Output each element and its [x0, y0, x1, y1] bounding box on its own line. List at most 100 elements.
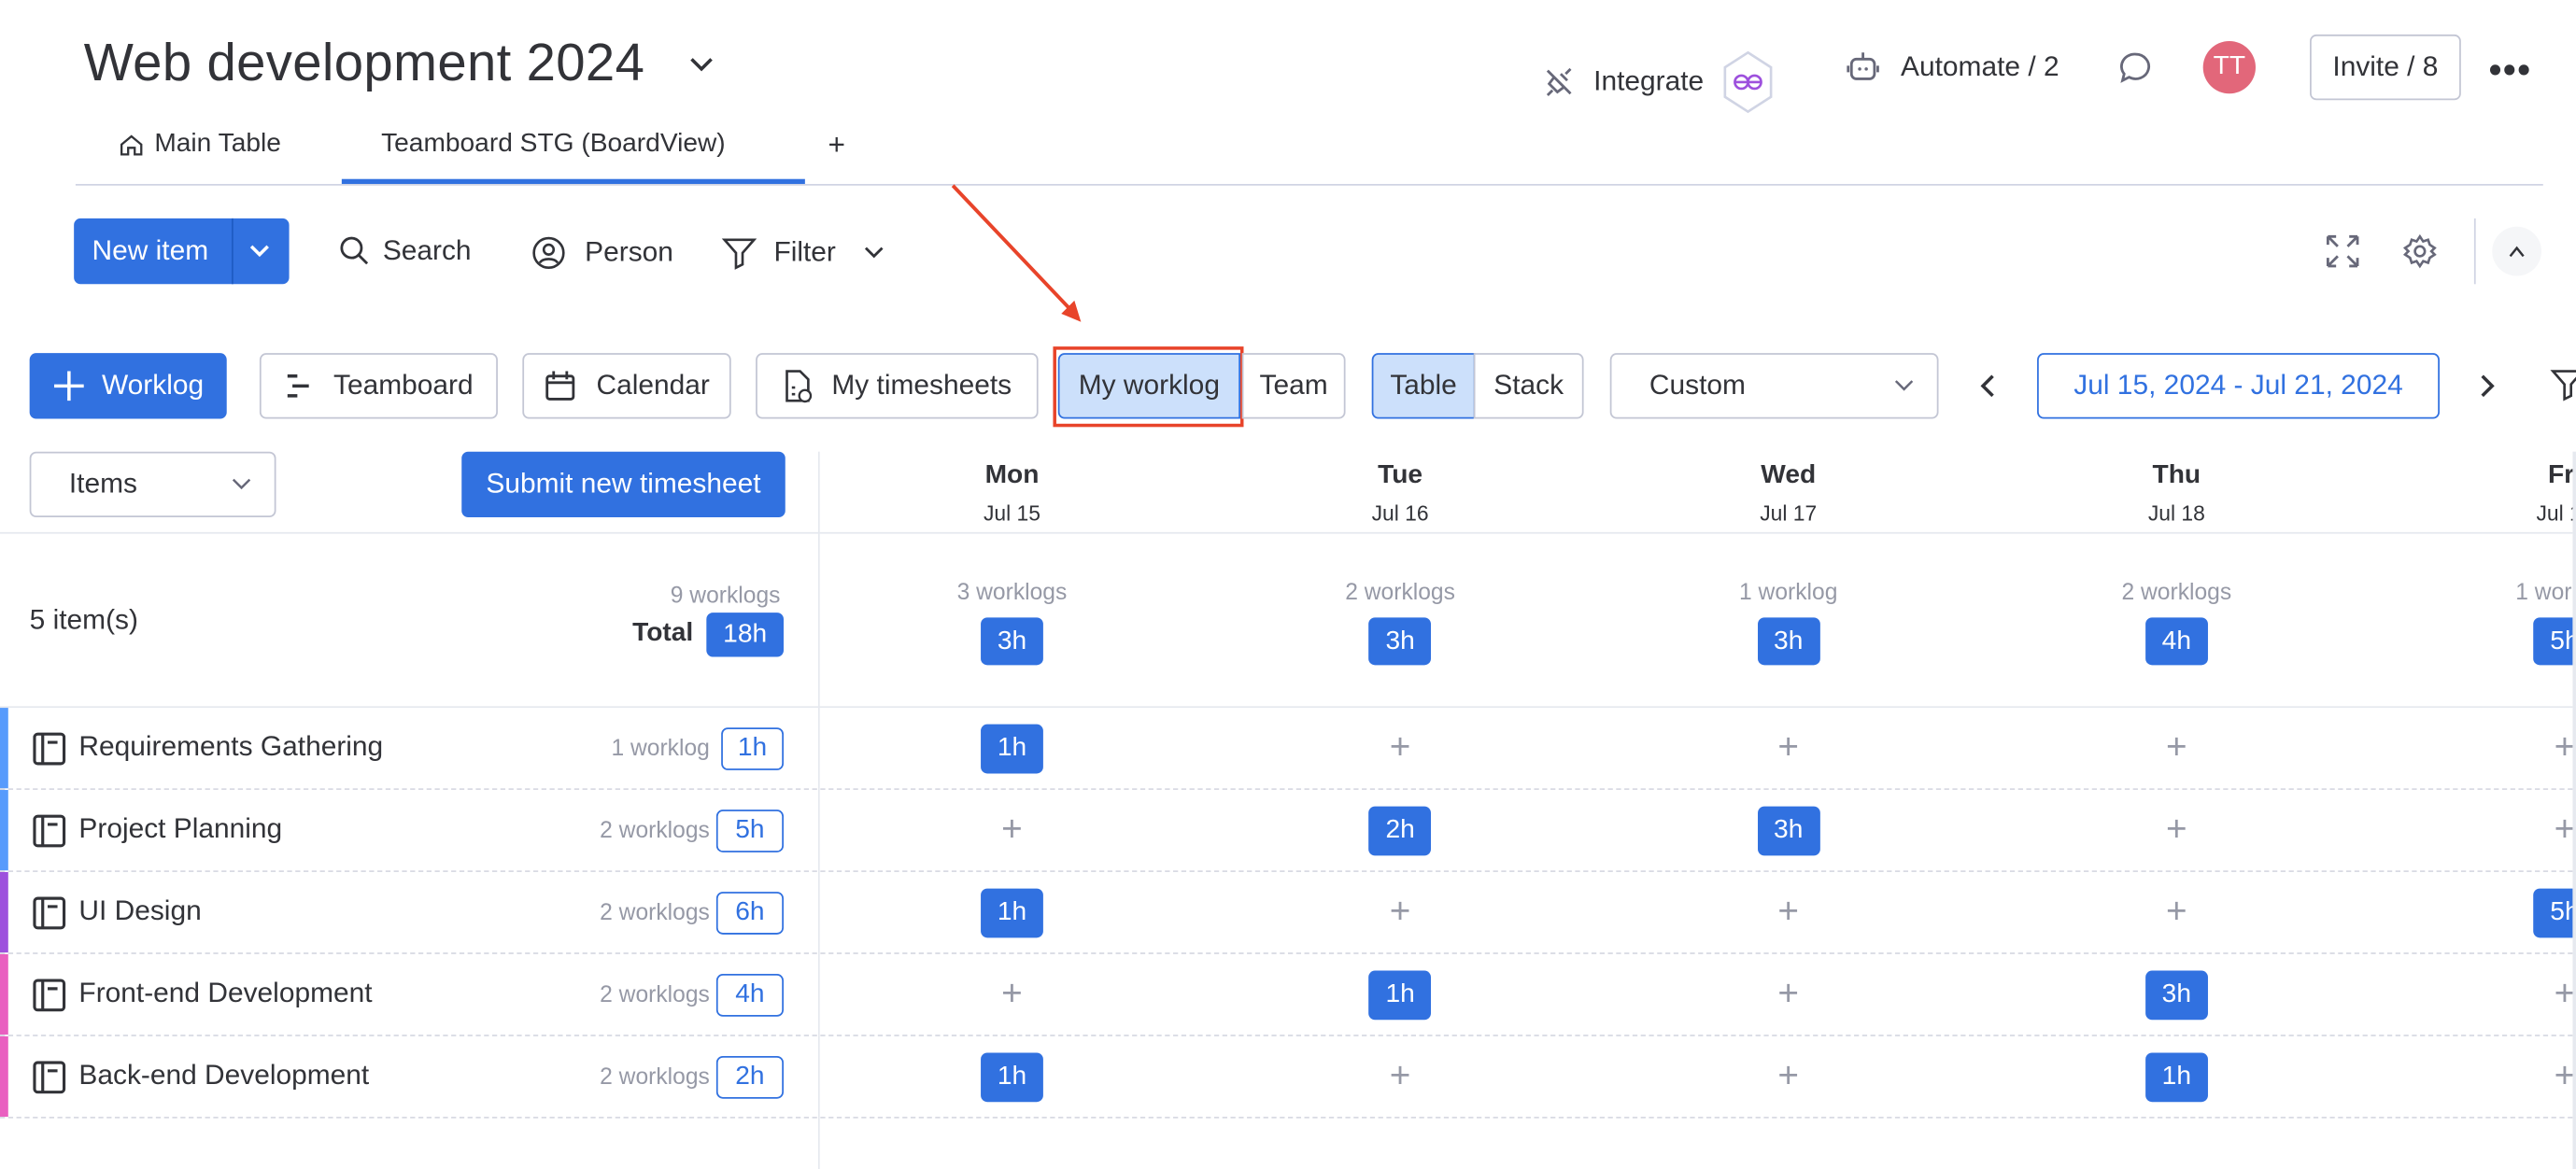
day-date: Jul 19: [2536, 500, 2572, 526]
item-total-badge: 1h: [721, 727, 784, 770]
settings-gear-icon[interactable]: [2402, 233, 2439, 270]
new-item-label: New item: [92, 234, 209, 266]
total-label: Total: [632, 619, 694, 648]
plus-icon: [52, 370, 85, 402]
team-toggle[interactable]: Team: [1241, 353, 1346, 419]
add-worklog-plus-icon[interactable]: +: [2541, 810, 2573, 848]
day-date: Jul 16: [1371, 500, 1429, 526]
previous-week-chevron-icon[interactable]: [1976, 373, 2000, 399]
stack-toggle[interactable]: Stack: [1473, 353, 1584, 419]
calendar-button[interactable]: Calendar: [522, 353, 731, 419]
add-worklog-plus-icon[interactable]: +: [1389, 890, 1411, 932]
fullscreen-icon[interactable]: [2325, 233, 2361, 270]
new-item-dropdown-chevron-icon[interactable]: [245, 238, 275, 264]
tab-teamboard-stg[interactable]: Teamboard STG (BoardView): [381, 130, 726, 160]
group-by-select[interactable]: Items: [29, 451, 276, 518]
add-worklog-button[interactable]: Worklog: [29, 353, 227, 419]
item-worklog-count: 1 worklog: [611, 734, 710, 761]
search-button[interactable]: Search: [338, 235, 472, 268]
item-name[interactable]: UI Design: [78, 894, 202, 927]
add-view-button[interactable]: +: [828, 128, 844, 162]
item-count: 5 item(s): [29, 604, 138, 636]
my-timesheets-button[interactable]: My timesheets: [756, 353, 1039, 419]
add-worklog-plus-icon[interactable]: +: [1001, 972, 1023, 1014]
add-worklog-plus-icon[interactable]: +: [1777, 1054, 1800, 1096]
person-filter-button[interactable]: Person: [531, 235, 673, 272]
board-title[interactable]: Web development 2024: [83, 33, 645, 92]
date-range-preset-select[interactable]: Custom: [1609, 353, 1939, 419]
worklog-cell-badge[interactable]: 3h: [1757, 806, 1820, 856]
teamboard-button[interactable]: Teamboard: [259, 353, 498, 419]
next-week-chevron-icon[interactable]: [2476, 373, 2499, 399]
add-worklog-plus-icon[interactable]: +: [2541, 1057, 2573, 1094]
avatar[interactable]: TT: [2202, 40, 2256, 94]
item-icon: [33, 979, 66, 1012]
horizontal-scroll-edge[interactable]: [2572, 451, 2576, 1169]
summary-divider: [0, 706, 2573, 709]
item-name[interactable]: Requirements Gathering: [78, 730, 384, 763]
item-name[interactable]: Back-end Development: [78, 1059, 370, 1091]
header-divider: [0, 531, 2573, 534]
day-date: Jul 15: [983, 500, 1040, 526]
add-worklog-plus-icon[interactable]: +: [1389, 1054, 1411, 1096]
item-name[interactable]: Front-end Development: [78, 977, 373, 1008]
chevron-down-icon: [862, 245, 885, 261]
item-name[interactable]: Project Planning: [78, 812, 283, 845]
day-worklog-count: 2 worklogs: [1345, 578, 1455, 605]
automate-button[interactable]: Automate / 2: [1845, 49, 2059, 86]
person-icon: [531, 235, 567, 272]
my-worklog-label: My worklog: [1078, 369, 1220, 401]
date-range-button[interactable]: Jul 15, 2024 - Jul 21, 2024: [2037, 353, 2440, 419]
new-item-button[interactable]: New item: [74, 218, 290, 285]
avatar-initials: TT: [2213, 52, 2246, 81]
worklog-cell-badge[interactable]: 1h: [1368, 970, 1432, 1021]
calendar-icon: [544, 370, 576, 402]
add-worklog-plus-icon[interactable]: +: [1777, 972, 1800, 1014]
tab-main-table[interactable]: Main Table: [119, 130, 281, 160]
collapse-header-button[interactable]: [2492, 226, 2542, 276]
add-worklog-plus-icon[interactable]: +: [1777, 890, 1800, 932]
more-options-icon[interactable]: •••: [2488, 49, 2532, 91]
chevron-down-icon[interactable]: [686, 52, 716, 76]
submit-timesheet-button[interactable]: Submit new timesheet: [461, 451, 786, 518]
day-total-badge: 3h: [1757, 617, 1820, 666]
integrate-button[interactable]: Integrate: [1541, 49, 1776, 115]
worklog-cell-badge[interactable]: 1h: [981, 724, 1043, 774]
add-worklog-plus-icon[interactable]: +: [2541, 728, 2573, 766]
filter-label: Filter: [773, 236, 836, 268]
row-divider: [0, 1035, 2573, 1036]
day-worklog-count: 2 worklogs: [2121, 578, 2232, 605]
active-tab-indicator: [341, 178, 805, 184]
worklog-cell-badge[interactable]: 1h: [981, 888, 1043, 938]
item-total-badge: 5h: [715, 810, 784, 852]
date-range-label: Jul 15, 2024 - Jul 21, 2024: [2074, 369, 2403, 401]
add-worklog-plus-icon[interactable]: +: [1777, 725, 1800, 768]
worklog-cell-badge[interactable]: 1h: [2144, 1052, 2208, 1103]
robot-icon: [1845, 49, 1881, 86]
item-worklog-count: 2 worklogs: [600, 816, 710, 843]
worklog-cell-badge[interactable]: 1h: [981, 1052, 1043, 1103]
add-worklog-plus-icon[interactable]: +: [2166, 808, 2187, 850]
worklog-cell-badge[interactable]: 5h: [2533, 888, 2573, 938]
item-worklog-count: 2 worklogs: [600, 980, 710, 1007]
add-worklog-plus-icon[interactable]: +: [1389, 725, 1411, 768]
add-worklog-plus-icon[interactable]: +: [1001, 808, 1023, 850]
invite-button[interactable]: Invite / 8: [2310, 34, 2461, 101]
worklog-cell-badge[interactable]: 3h: [2144, 970, 2208, 1021]
gantt-icon: [284, 372, 310, 401]
add-worklog-plus-icon[interactable]: +: [2166, 890, 2187, 932]
my-worklog-toggle[interactable]: My worklog: [1057, 353, 1240, 419]
group-select-value: Items: [68, 468, 137, 500]
add-worklog-plus-icon[interactable]: +: [2166, 725, 2187, 768]
add-worklog-plus-icon[interactable]: +: [2541, 975, 2573, 1012]
automate-label: Automate / 2: [1901, 50, 2059, 82]
chat-bubble-icon[interactable]: [2117, 49, 2154, 86]
timesheet-document-icon: [783, 368, 815, 404]
day-name: Mon: [984, 461, 1040, 490]
day-name: Thu: [2152, 461, 2201, 490]
filter-button[interactable]: Filter: [721, 235, 885, 272]
worklog-cell-badge[interactable]: 2h: [1368, 806, 1432, 856]
filter-icon[interactable]: [2550, 366, 2576, 402]
table-toggle[interactable]: Table: [1371, 353, 1476, 419]
integrate-label: Integrate: [1593, 65, 1705, 97]
